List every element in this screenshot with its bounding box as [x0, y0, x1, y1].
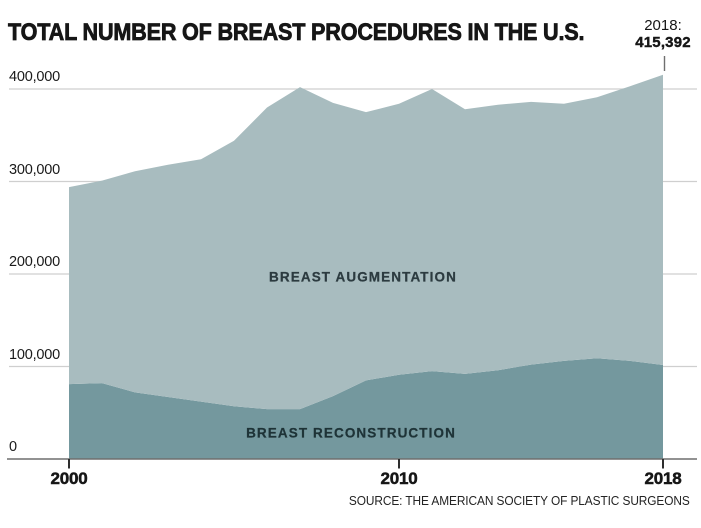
y-axis-label: 400,000	[9, 69, 61, 85]
x-axis-label: 2018	[644, 469, 682, 489]
x-axis-label: 2000	[50, 469, 88, 489]
area-breast-reconstruction	[69, 358, 663, 459]
x-axis-label: 2010	[380, 469, 418, 489]
chart-title: TOTAL NUMBER OF BREAST PROCEDURES IN THE…	[8, 19, 585, 47]
source-credit: SOURCE: THE AMERICAN SOCIETY OF PLASTIC …	[349, 494, 690, 508]
annotation-year: 2018:	[644, 17, 682, 34]
y-axis-label: 300,000	[9, 161, 61, 178]
annotation-value: 415,392	[635, 34, 691, 51]
series-label-augmentation: BREAST AUGMENTATION	[269, 269, 457, 285]
y-axis-label: 100,000	[9, 346, 61, 363]
y-axis-label: 0	[9, 439, 17, 455]
peak-annotation: 2018: 415,392	[583, 17, 701, 51]
series-label-reconstruction: BREAST RECONSTRUCTION	[246, 425, 456, 441]
y-axis-label: 200,000	[9, 254, 61, 270]
area-breast-augmentation	[69, 74, 663, 410]
